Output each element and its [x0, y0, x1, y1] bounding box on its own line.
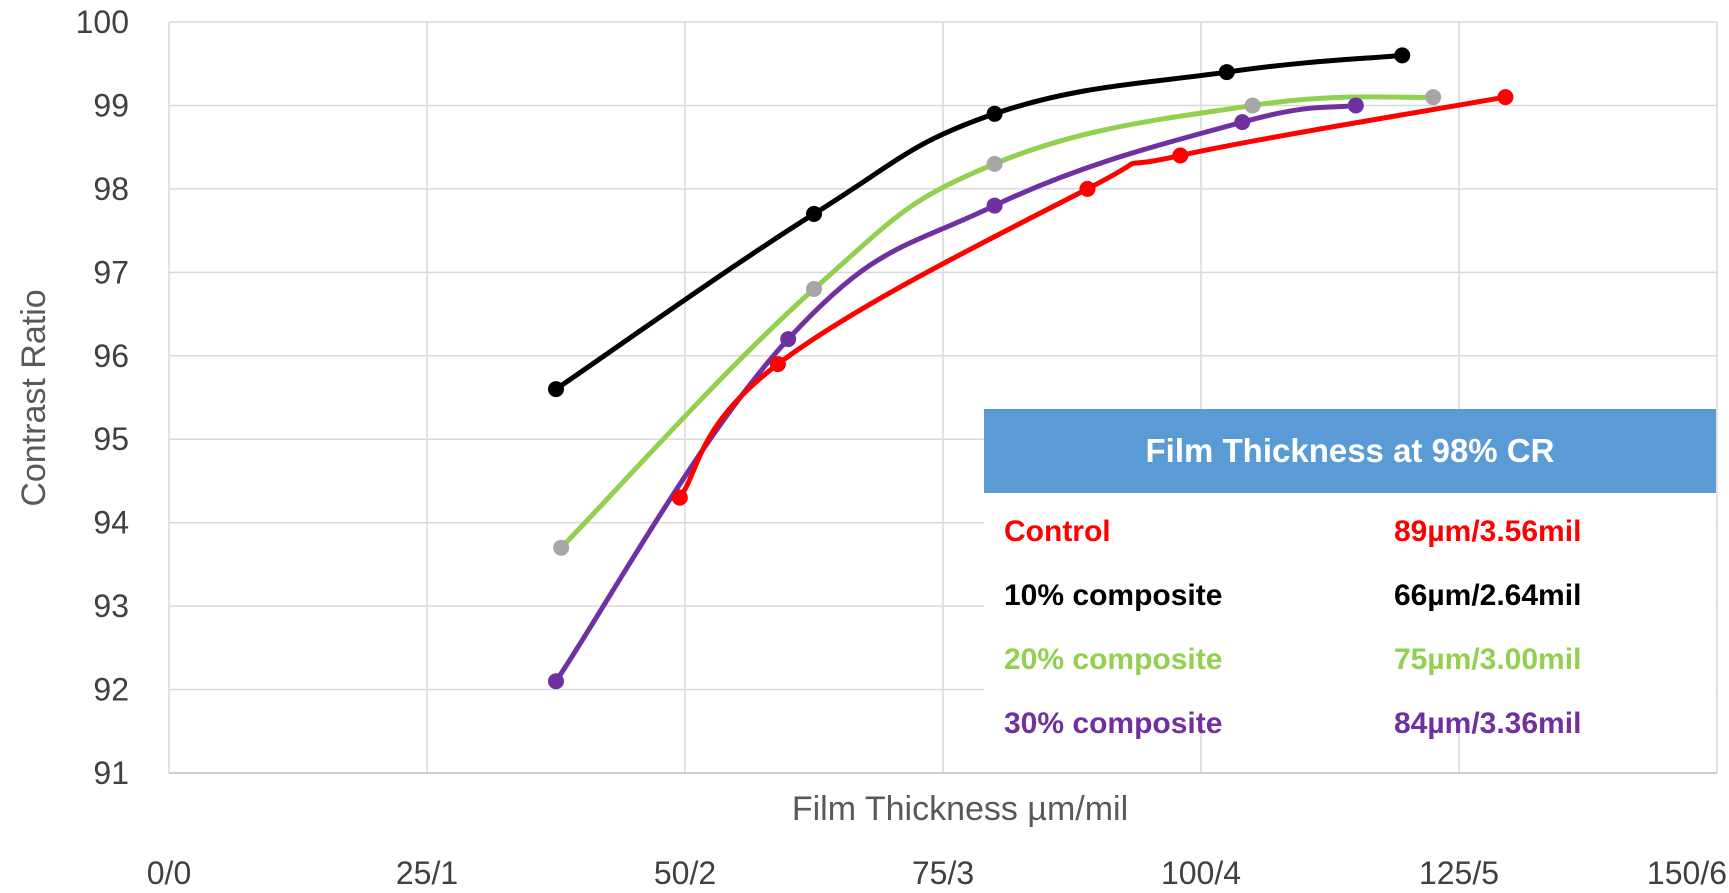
data-point-twenty: [986, 155, 1003, 172]
data-point-control: [1497, 89, 1514, 106]
data-point-ten: [1394, 47, 1411, 64]
film-thickness-table-rows: Control 89µm/3.56mil 10% composite 66µm/2.6…: [1004, 515, 1581, 740]
data-point-twenty: [1425, 89, 1442, 106]
table-row-label: 30% composite: [1004, 707, 1222, 740]
data-point-thirty: [780, 331, 797, 348]
y-tick-label: 93: [93, 588, 129, 624]
y-tick-label: 92: [93, 672, 129, 708]
film-thickness-table-header-bar: [984, 409, 1716, 493]
data-point-ten: [548, 381, 564, 398]
x-tick-label: 100/4: [1161, 855, 1241, 891]
y-tick-label: 91: [93, 755, 129, 791]
data-point-thirty: [1234, 114, 1251, 131]
y-axis-ticks: 91 92 93 94 95 96 97 98 99 100: [76, 4, 129, 791]
data-point-control: [1172, 147, 1189, 164]
x-tick-label: 0/0: [147, 855, 191, 891]
film-thickness-table-header: Film Thickness at 98% CR: [1146, 432, 1555, 469]
table-row-value: 89µm/3.56mil: [1394, 515, 1581, 548]
y-tick-label: 95: [93, 421, 129, 457]
table-row-label: Control: [1004, 515, 1111, 548]
x-axis-ticks: 0/0 25/1 50/2 75/3 100/4 125/5 150/6: [147, 855, 1727, 891]
table-row-label: 20% composite: [1004, 643, 1222, 676]
data-point-control: [671, 489, 688, 506]
x-tick-label: 25/1: [396, 855, 458, 891]
y-tick-label: 99: [93, 87, 129, 123]
table-row-value: 75µm/3.00mil: [1394, 643, 1581, 676]
data-point-ten: [986, 105, 1003, 122]
x-tick-label: 125/5: [1419, 855, 1499, 891]
data-point-twenty: [1244, 97, 1261, 114]
data-point-thirty: [548, 673, 564, 690]
series-thirty: [548, 97, 1364, 690]
x-axis-title: Film Thickness µm/mil: [792, 790, 1128, 828]
series-line-twenty: [558, 94, 1436, 551]
data-point-control: [769, 356, 786, 373]
series-control: [671, 89, 1514, 506]
x-tick-label: 75/3: [912, 855, 974, 891]
data-point-control: [1079, 180, 1096, 197]
table-row-label: 10% composite: [1004, 579, 1222, 612]
data-point-twenty: [553, 539, 570, 556]
film-thickness-table: Film Thickness at 98% CR Control 89µm/3.5…: [984, 409, 1716, 740]
series-line-ten: [553, 52, 1405, 392]
y-tick-label: 97: [93, 254, 129, 290]
x-tick-label: 150/6: [1647, 855, 1727, 891]
table-row-value: 66µm/2.64mil: [1394, 579, 1581, 612]
data-point-thirty: [1347, 97, 1364, 114]
data-point-twenty: [806, 281, 822, 298]
x-tick-label: 50/2: [654, 855, 716, 891]
y-tick-label: 94: [93, 505, 129, 541]
series-twenty: [553, 89, 1442, 556]
y-axis-title: Contrast Ratio: [15, 289, 53, 506]
y-tick-label: 98: [93, 171, 129, 207]
y-tick-label: 100: [76, 4, 129, 40]
y-tick-label: 96: [93, 338, 129, 374]
data-point-ten: [806, 205, 822, 222]
table-row-value: 84µm/3.36mil: [1394, 707, 1581, 740]
series-ten: [548, 47, 1411, 398]
data-point-thirty: [986, 197, 1003, 214]
data-point-ten: [1218, 64, 1235, 81]
plot-area: [548, 47, 1514, 690]
